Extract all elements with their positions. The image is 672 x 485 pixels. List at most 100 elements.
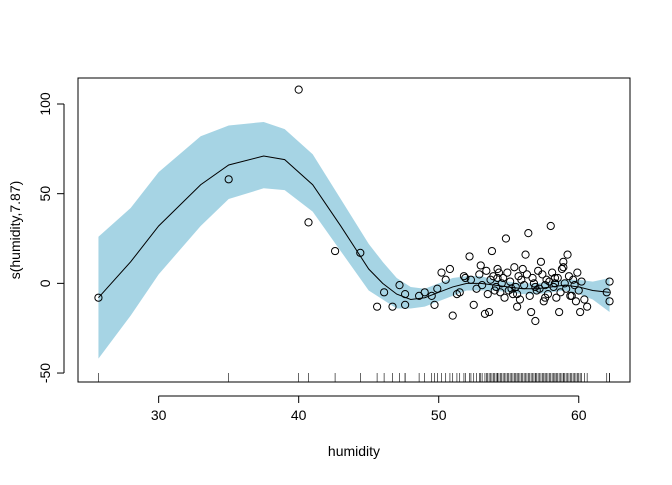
residual-point xyxy=(520,281,529,290)
residual-point xyxy=(373,302,382,311)
residual-point xyxy=(549,282,558,292)
residual-point xyxy=(555,307,564,317)
residual-point xyxy=(562,284,571,293)
residual-point xyxy=(541,281,550,290)
y-tick-label: 100 xyxy=(37,92,53,116)
residual-point xyxy=(605,297,614,306)
residual-point xyxy=(560,279,569,288)
residual-point xyxy=(521,250,530,259)
y-tick-label: 50 xyxy=(37,186,53,202)
residual-point xyxy=(602,288,611,297)
residual-point xyxy=(427,291,436,301)
residual-point xyxy=(503,268,512,277)
residual-point xyxy=(489,272,498,281)
residual-point xyxy=(330,246,340,256)
residual-point xyxy=(493,273,502,283)
residual-point xyxy=(492,282,501,292)
residual-point xyxy=(513,302,522,311)
residual-point xyxy=(496,288,505,297)
residual-point xyxy=(415,291,424,301)
residual-point xyxy=(448,311,457,320)
residual-point xyxy=(437,268,446,277)
residual-point xyxy=(482,266,491,275)
residual-point xyxy=(556,288,565,297)
residual-point xyxy=(493,264,502,274)
residual-point xyxy=(559,263,568,272)
residual-point xyxy=(574,286,583,295)
residual-point xyxy=(459,272,469,281)
residual-point xyxy=(497,279,506,288)
residual-point xyxy=(472,284,481,293)
residual-point xyxy=(483,290,492,299)
residual-point xyxy=(535,284,544,293)
residual-point xyxy=(536,257,546,266)
residual-point xyxy=(531,282,540,292)
x-tick-label: 60 xyxy=(571,407,587,423)
residual-point xyxy=(605,277,614,286)
residual-point xyxy=(571,297,581,306)
y-tick-label: 0 xyxy=(37,279,53,287)
y-tick-label: -50 xyxy=(37,363,53,383)
residual-point xyxy=(566,291,575,301)
residual-point xyxy=(513,290,522,299)
residual-point xyxy=(461,273,470,283)
residual-point xyxy=(528,273,537,283)
residual-point xyxy=(550,279,560,288)
residual-point xyxy=(573,268,582,277)
residual-point xyxy=(455,288,464,297)
residual-point xyxy=(548,268,557,277)
residual-point xyxy=(480,309,490,318)
residual-point xyxy=(580,295,589,304)
x-tick-label: 40 xyxy=(291,407,307,423)
x-tick-label: 50 xyxy=(431,407,447,423)
residual-point xyxy=(539,297,548,306)
residual-point xyxy=(465,252,474,261)
residual-point xyxy=(506,277,515,286)
residual-point xyxy=(430,300,439,309)
residual-point xyxy=(420,288,429,297)
residual-point xyxy=(522,270,532,279)
residual-point xyxy=(494,268,504,277)
residual-point xyxy=(500,293,509,302)
residual-point xyxy=(525,291,534,301)
residual-point xyxy=(487,246,497,256)
residual-point xyxy=(485,307,494,317)
residual-point xyxy=(380,288,389,297)
residual-point xyxy=(538,270,547,279)
residual-point xyxy=(466,275,476,284)
residual-point xyxy=(441,275,450,284)
residual-point xyxy=(395,281,404,290)
residual-point xyxy=(356,248,365,257)
residual-point xyxy=(576,307,585,317)
x-tick-label: 30 xyxy=(151,407,167,423)
residual-point xyxy=(433,284,442,293)
residual-point xyxy=(94,293,103,302)
residual-point xyxy=(476,261,485,270)
x-axis-label: humidity xyxy=(328,443,380,459)
residual-point xyxy=(583,302,592,311)
residual-point xyxy=(499,273,508,283)
smooth-line xyxy=(98,155,610,301)
residual-point xyxy=(401,290,410,299)
residual-point xyxy=(508,290,518,299)
residual-point xyxy=(469,300,478,309)
residual-point xyxy=(510,263,519,272)
residual-point xyxy=(294,85,303,94)
residual-point xyxy=(557,264,567,274)
residual-point xyxy=(224,175,233,184)
residual-point xyxy=(501,234,511,243)
residual-point xyxy=(304,218,313,227)
residual-point xyxy=(490,286,499,295)
residual-point xyxy=(475,270,484,279)
residual-point xyxy=(388,302,397,311)
y-axis-label: s(humidity,7.87) xyxy=(7,181,23,280)
plot-box xyxy=(77,77,631,383)
residual-point xyxy=(543,290,553,299)
residual-point xyxy=(527,307,536,317)
residual-point xyxy=(401,300,410,309)
residual-point xyxy=(531,316,540,326)
residual-point xyxy=(445,264,455,274)
residual-point xyxy=(552,293,561,302)
